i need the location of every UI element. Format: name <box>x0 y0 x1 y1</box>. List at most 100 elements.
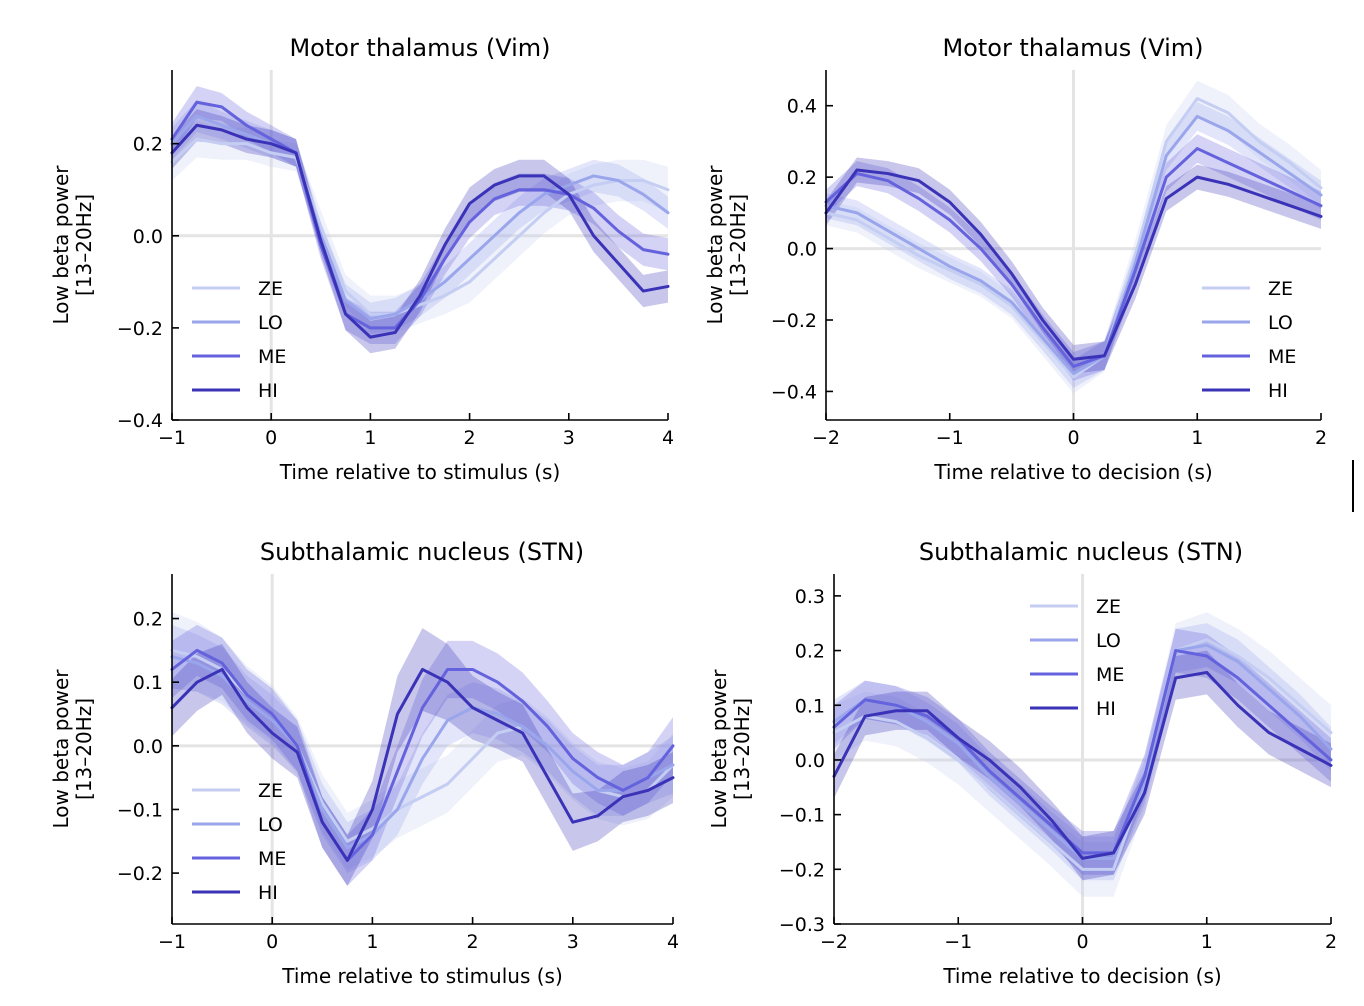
chart-panel-2: −2 −1 0 1 2 −0.4 −0.2 0.0 0.2 0.4 Motor thalamus (… <box>703 34 1327 484</box>
x-tick-label: 0 <box>1076 931 1088 953</box>
x-tick-label: 1 <box>364 427 376 449</box>
y-axis-label: Low beta power[13–20Hz] <box>703 165 750 325</box>
y-tick-label: 0.1 <box>133 672 163 694</box>
x-tick-label: −1 <box>158 427 186 449</box>
y-axis-label-line: [13–20Hz] <box>730 698 754 800</box>
series-line-lo <box>170 655 675 850</box>
x-tick-label: 2 <box>464 427 476 449</box>
y-axis-label-line: [13–20Hz] <box>72 194 96 296</box>
legend-label-lo: LO <box>258 814 283 836</box>
y-tick-label: −0.4 <box>117 410 163 432</box>
error-band-hi <box>172 109 668 354</box>
x-tick-label: 1 <box>1191 427 1203 449</box>
series-line-me <box>824 147 1323 368</box>
y-tick-label: 0.2 <box>133 609 163 631</box>
x-tick-label: −1 <box>936 427 964 449</box>
series-line-hi <box>170 667 675 862</box>
legend: ZE LO ME HI <box>1030 596 1124 720</box>
x-tick-label: −1 <box>158 931 186 953</box>
y-tick-label: 0.4 <box>787 96 817 118</box>
y-tick-label: 0.0 <box>133 736 163 758</box>
y-tick-label: −0.2 <box>117 863 163 885</box>
y-tick-label: 0.3 <box>795 586 825 608</box>
y-axis-label-line: Low beta power <box>703 165 727 325</box>
y-axis-label-line: [13–20Hz] <box>726 194 750 296</box>
x-tick-label: 3 <box>563 427 575 449</box>
chart-title: Motor thalamus (Vim) <box>289 34 550 62</box>
legend-label-ze: ZE <box>258 278 283 300</box>
y-tick-label: 0.2 <box>787 167 817 189</box>
error-band-lo <box>172 624 673 874</box>
series-line-me <box>170 648 675 862</box>
y-tick-label: −0.4 <box>771 381 817 403</box>
y-tick-label: −0.2 <box>771 310 817 332</box>
legend-label-ze: ZE <box>1268 278 1293 300</box>
chart-panel-4: −2 −1 0 1 2 −0.3 −0.2 −0.1 0.0 0.1 0.2 0.3 Subthalam… <box>707 538 1337 988</box>
x-tick-label: 0 <box>1067 427 1079 449</box>
series-line-me <box>832 649 1333 855</box>
legend-label-me: ME <box>258 848 286 870</box>
x-axis-label: Time relative to stimulus (s) <box>281 964 563 988</box>
error-band-me <box>172 86 668 345</box>
edge-mark <box>1352 460 1354 512</box>
error-band-me <box>172 624 673 886</box>
series-line-lo <box>824 114 1323 376</box>
y-axis-label-line: Low beta power <box>707 669 731 829</box>
error-band-ze <box>172 120 668 333</box>
y-tick-label: 0.0 <box>795 750 825 772</box>
y-axis-label: Low beta power[13–20Hz] <box>707 669 754 829</box>
y-axis-label-line: [13–20Hz] <box>72 698 96 800</box>
x-tick-label: 1 <box>366 931 378 953</box>
y-tick-label: 0.1 <box>795 695 825 717</box>
error-band-hi <box>172 628 673 886</box>
legend-label-lo: LO <box>1096 630 1121 652</box>
y-tick-label: 0.2 <box>795 641 825 663</box>
series-line-ze <box>824 97 1323 379</box>
chart-panel-3: −1 0 1 2 3 4 −0.2 −0.1 0.0 0.1 0.2 Subthalamic nucl… <box>49 538 679 988</box>
y-tick-label: −0.3 <box>779 914 825 936</box>
x-axis-label: Time relative to decision (s) <box>933 460 1212 484</box>
chart-title: Motor thalamus (Vim) <box>942 34 1203 62</box>
legend-label-hi: HI <box>258 380 278 402</box>
x-tick-label: 4 <box>667 931 679 953</box>
y-axis-label: Low beta power[13–20Hz] <box>49 669 96 829</box>
y-axis-label-line: Low beta power <box>49 669 73 829</box>
x-tick-label: 0 <box>266 931 278 953</box>
chart-title: Subthalamic nucleus (STN) <box>919 538 1243 566</box>
legend-label-hi: HI <box>1268 380 1288 402</box>
legend-label-ze: ZE <box>258 780 283 802</box>
y-axis-label: Low beta power[13–20Hz] <box>49 165 96 325</box>
x-axis-label: Time relative to decision (s) <box>942 964 1221 988</box>
y-tick-label: −0.1 <box>779 805 825 827</box>
y-tick-label: 0.0 <box>787 239 817 261</box>
y-tick-label: −0.2 <box>117 318 163 340</box>
series-line-ze <box>170 137 670 316</box>
legend-label-lo: LO <box>1268 312 1293 334</box>
x-tick-label: −2 <box>820 931 848 953</box>
error-band-ze <box>172 612 673 870</box>
x-tick-label: 4 <box>662 427 674 449</box>
series-line-hi <box>170 123 670 339</box>
x-axis-label: Time relative to stimulus (s) <box>279 460 561 484</box>
series-line-ze <box>832 638 1333 871</box>
x-tick-label: 2 <box>1325 931 1337 953</box>
chart-title: Subthalamic nucleus (STN) <box>260 538 584 566</box>
x-tick-label: 2 <box>467 931 479 953</box>
legend-label-me: ME <box>258 346 286 368</box>
legend-label-ze: ZE <box>1096 596 1121 618</box>
y-tick-label: −0.1 <box>117 799 163 821</box>
chart-panel-1: −1 0 1 2 3 4 −0.4 −0.2 0.0 0.2 Motor thalamus (Vim… <box>49 34 674 484</box>
legend-label-hi: HI <box>258 882 278 904</box>
legend-label-hi: HI <box>1096 698 1116 720</box>
y-tick-label: 0.2 <box>133 134 163 156</box>
x-tick-label: 1 <box>1201 931 1213 953</box>
error-band-hi <box>826 157 1321 374</box>
error-band-lo <box>826 102 1321 388</box>
y-axis-label-line: Low beta power <box>49 165 73 325</box>
series-line-hi <box>832 670 1333 860</box>
legend: ZE LO ME HI <box>192 780 286 904</box>
x-tick-label: 0 <box>265 427 277 449</box>
x-tick-label: −2 <box>812 427 840 449</box>
y-tick-label: −0.2 <box>779 859 825 881</box>
